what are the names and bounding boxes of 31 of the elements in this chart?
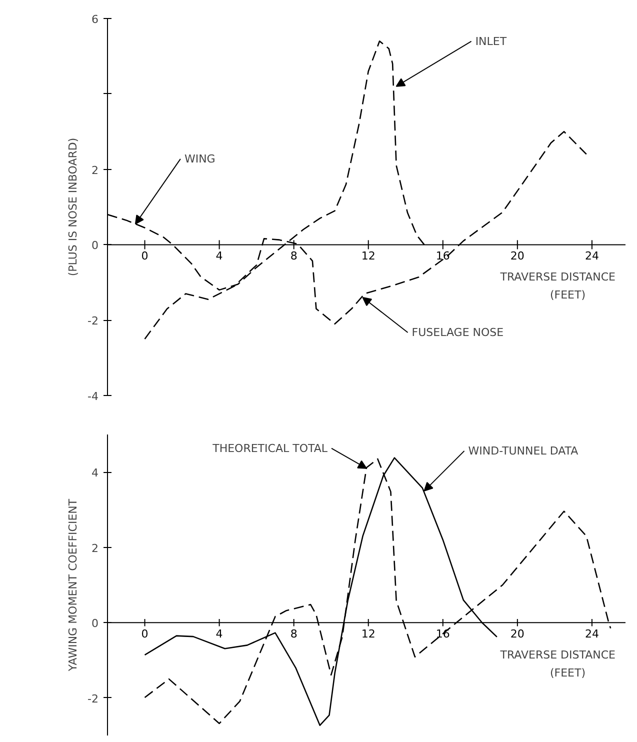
x-tick-label: 0 [141,250,148,263]
y-tick-label: 6 [92,13,98,26]
x-tick-label: 8 [290,628,298,641]
x-tick-label: 12 [361,628,376,641]
x-tick-label: 0 [141,628,148,641]
annotation: THEORETICAL TOTAL [212,442,328,455]
y-axis-title: YAWING MOMENT COEFFICIENT [66,498,80,672]
x-tick-label: 4 [216,250,223,263]
x-tick-label: 20 [510,628,524,641]
y-tick-label: 2 [92,164,98,177]
y-tick-label: -2 [88,314,98,328]
y-tick-label: -2 [88,692,98,706]
x-tick-label: 24 [584,250,599,263]
x-tick-label: 24 [584,628,599,641]
y-axis-title: (PLUS IS NOSE INBOARD) [66,138,80,276]
y-tick-label: 0 [92,617,98,630]
annotation: WIND-TUNNEL DATA [468,444,579,458]
x-tick-label: 20 [510,250,524,263]
y-tick-label: 4 [92,466,98,480]
x-axis-title: TRAVERSE DISTANCE (FEET) [499,270,616,302]
annotation: FUSELAGE NOSE [412,326,504,339]
y-tick-label: 2 [92,542,98,555]
x-axis-title: TRAVERSE DISTANCE (FEET) [499,648,616,680]
y-tick-label: 0 [92,239,98,252]
x-tick-label: 8 [290,250,298,263]
x-tick-label: 4 [216,628,223,641]
y-tick-label: -4 [88,390,98,403]
x-tick-label: 16 [436,250,450,263]
x-tick-label: 12 [361,250,376,263]
annotation: INLET [475,34,507,48]
annotation: WING [184,152,216,166]
